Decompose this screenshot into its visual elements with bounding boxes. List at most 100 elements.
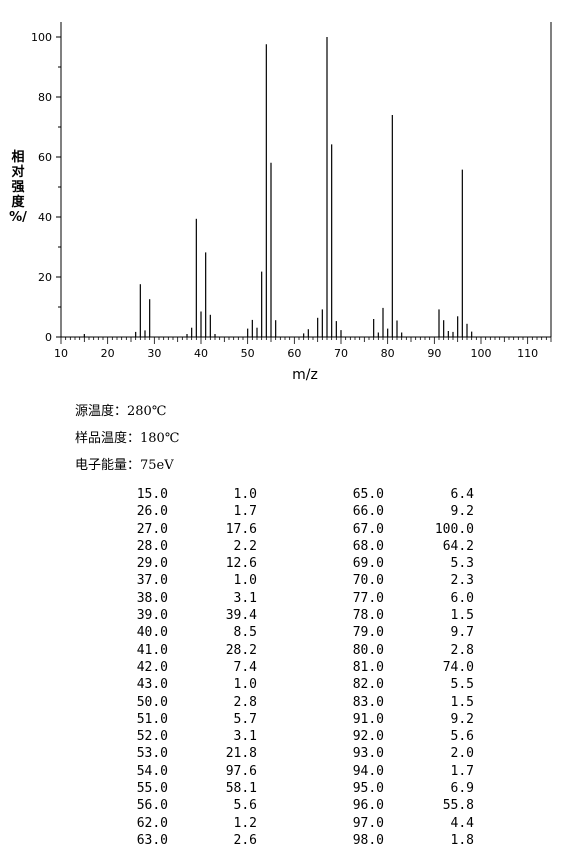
peak-intensity: 17.6 xyxy=(225,521,257,537)
peak-mz: 39.0 xyxy=(136,608,168,624)
peak-mz: 43.0 xyxy=(136,677,168,693)
electron-energy: 电子能量：75eV xyxy=(75,458,174,473)
peak-intensity: 3.1 xyxy=(233,590,257,606)
y-axis-label-char: 度 xyxy=(11,195,25,210)
peak-intensity: 5.5 xyxy=(450,677,474,693)
peak-intensity: 1.5 xyxy=(450,608,474,624)
source-temperature: 源温度：280℃ xyxy=(75,404,167,419)
peak-mz: 69.0 xyxy=(352,556,384,572)
peak-intensity: 9.2 xyxy=(450,504,474,520)
peak-mz: 68.0 xyxy=(352,538,384,554)
y-tick-label: 60 xyxy=(38,151,52,164)
peak-mz: 95.0 xyxy=(352,781,384,797)
peak-intensity: 1.0 xyxy=(233,573,257,589)
peak-mz: 82.0 xyxy=(352,677,384,693)
peak-mz: 97.0 xyxy=(352,815,384,831)
peak-intensity: 21.8 xyxy=(225,746,257,762)
peak-mz: 55.0 xyxy=(136,781,168,797)
y-axis: 0 20 40 60 80 100 xyxy=(31,31,61,344)
peak-intensity: 64.2 xyxy=(442,538,474,554)
y-tick-label: 80 xyxy=(38,91,52,104)
peak-intensity: 2.8 xyxy=(233,694,257,710)
y-axis-label-char: 相 xyxy=(11,150,25,165)
y-axis-label-char: 强 xyxy=(11,180,25,195)
peak-mz: 65.0 xyxy=(352,487,384,502)
peak-intensity: 7.4 xyxy=(233,659,257,675)
peak-mz: 38.0 xyxy=(136,590,168,606)
peak-intensity: 28.2 xyxy=(225,642,257,658)
peak-mz: 80.0 xyxy=(352,642,384,658)
peak-mz: 66.0 xyxy=(352,504,384,520)
peak-intensity: 6.4 xyxy=(450,487,474,502)
peak-mz: 83.0 xyxy=(352,694,384,710)
peak-intensity: 97.6 xyxy=(225,763,257,779)
peak-intensity: 2.3 xyxy=(450,573,474,589)
peak-intensity: 2.2 xyxy=(233,538,257,554)
y-tick-label: 100 xyxy=(31,31,52,44)
peak-mz: 79.0 xyxy=(352,625,384,641)
peak-mz: 63.0 xyxy=(136,832,168,848)
y-tick-label: 40 xyxy=(38,211,52,224)
peak-intensity: 2.0 xyxy=(450,746,474,762)
peak-mz: 67.0 xyxy=(352,521,384,537)
peak-mz: 54.0 xyxy=(136,763,168,779)
x-tick-label: 30 xyxy=(147,347,161,360)
peak-mz: 29.0 xyxy=(136,556,168,572)
peak-mz: 40.0 xyxy=(136,625,168,641)
peak-mz: 78.0 xyxy=(352,608,384,624)
x-tick-label: 50 xyxy=(241,347,255,360)
x-tick-label: 40 xyxy=(194,347,208,360)
x-tick-label: 90 xyxy=(427,347,441,360)
peak-mz: 51.0 xyxy=(136,711,168,727)
peak-intensity: 6.9 xyxy=(450,781,474,797)
x-tick-label: 70 xyxy=(334,347,348,360)
peak-mz: 37.0 xyxy=(136,573,168,589)
peak-intensity: 1.7 xyxy=(233,504,257,520)
peak-mz: 94.0 xyxy=(352,763,384,779)
peak-mz: 93.0 xyxy=(352,746,384,762)
y-axis-label-char: %/ xyxy=(9,210,27,225)
y-axis-label-char: 对 xyxy=(11,165,25,180)
peak-intensity: 1.8 xyxy=(450,832,474,848)
peak-mz: 92.0 xyxy=(352,729,384,745)
peak-mz: 62.0 xyxy=(136,815,168,831)
peak-intensity: 58.1 xyxy=(225,781,257,797)
peak-mz: 26.0 xyxy=(136,504,168,520)
peak-intensity: 9.7 xyxy=(450,625,474,641)
peak-mz: 52.0 xyxy=(136,729,168,745)
peak-intensity: 55.8 xyxy=(442,798,474,814)
y-tick-label: 20 xyxy=(38,271,52,284)
peak-mz: 28.0 xyxy=(136,538,168,554)
peak-intensity: 6.0 xyxy=(450,590,474,606)
x-tick-label: 100 xyxy=(471,347,492,360)
y-axis-label: 相 对 强 度 %/ xyxy=(8,150,28,225)
y-tick-label: 0 xyxy=(45,331,52,344)
peak-mz: 53.0 xyxy=(136,746,168,762)
x-tick-label: 60 xyxy=(287,347,301,360)
peak-mz: 77.0 xyxy=(352,590,384,606)
x-tick-label: 80 xyxy=(381,347,395,360)
peak-intensity: 39.4 xyxy=(225,608,257,624)
peak-intensity: 5.6 xyxy=(233,798,257,814)
peak-mz: 70.0 xyxy=(352,573,384,589)
x-axis-label: m/z xyxy=(292,367,318,383)
peak-intensity: 4.4 xyxy=(450,815,474,831)
x-tick-label: 110 xyxy=(517,347,538,360)
peak-mz: 41.0 xyxy=(136,642,168,658)
x-axis: 10 20 30 40 50 60 70 80 90 100 110 xyxy=(54,337,552,360)
peak-intensity: 3.1 xyxy=(233,729,257,745)
sample-temperature: 样品温度：180℃ xyxy=(75,431,180,446)
x-tick-label: 20 xyxy=(101,347,115,360)
peak-intensity: 1.2 xyxy=(233,815,257,831)
peak-mz: 96.0 xyxy=(352,798,384,814)
peak-intensity: 2.6 xyxy=(233,832,257,848)
peak-intensity: 9.2 xyxy=(450,711,474,727)
peak-intensity: 1.5 xyxy=(450,694,474,710)
peak-intensity: 8.5 xyxy=(233,625,257,641)
peak-intensity: 5.6 xyxy=(450,729,474,745)
peak-mz: 42.0 xyxy=(136,659,168,675)
peak-bars xyxy=(83,37,473,337)
peak-intensity: 12.6 xyxy=(225,556,257,572)
peak-intensity: 5.3 xyxy=(450,556,474,572)
peak-intensity: 5.7 xyxy=(233,711,257,727)
